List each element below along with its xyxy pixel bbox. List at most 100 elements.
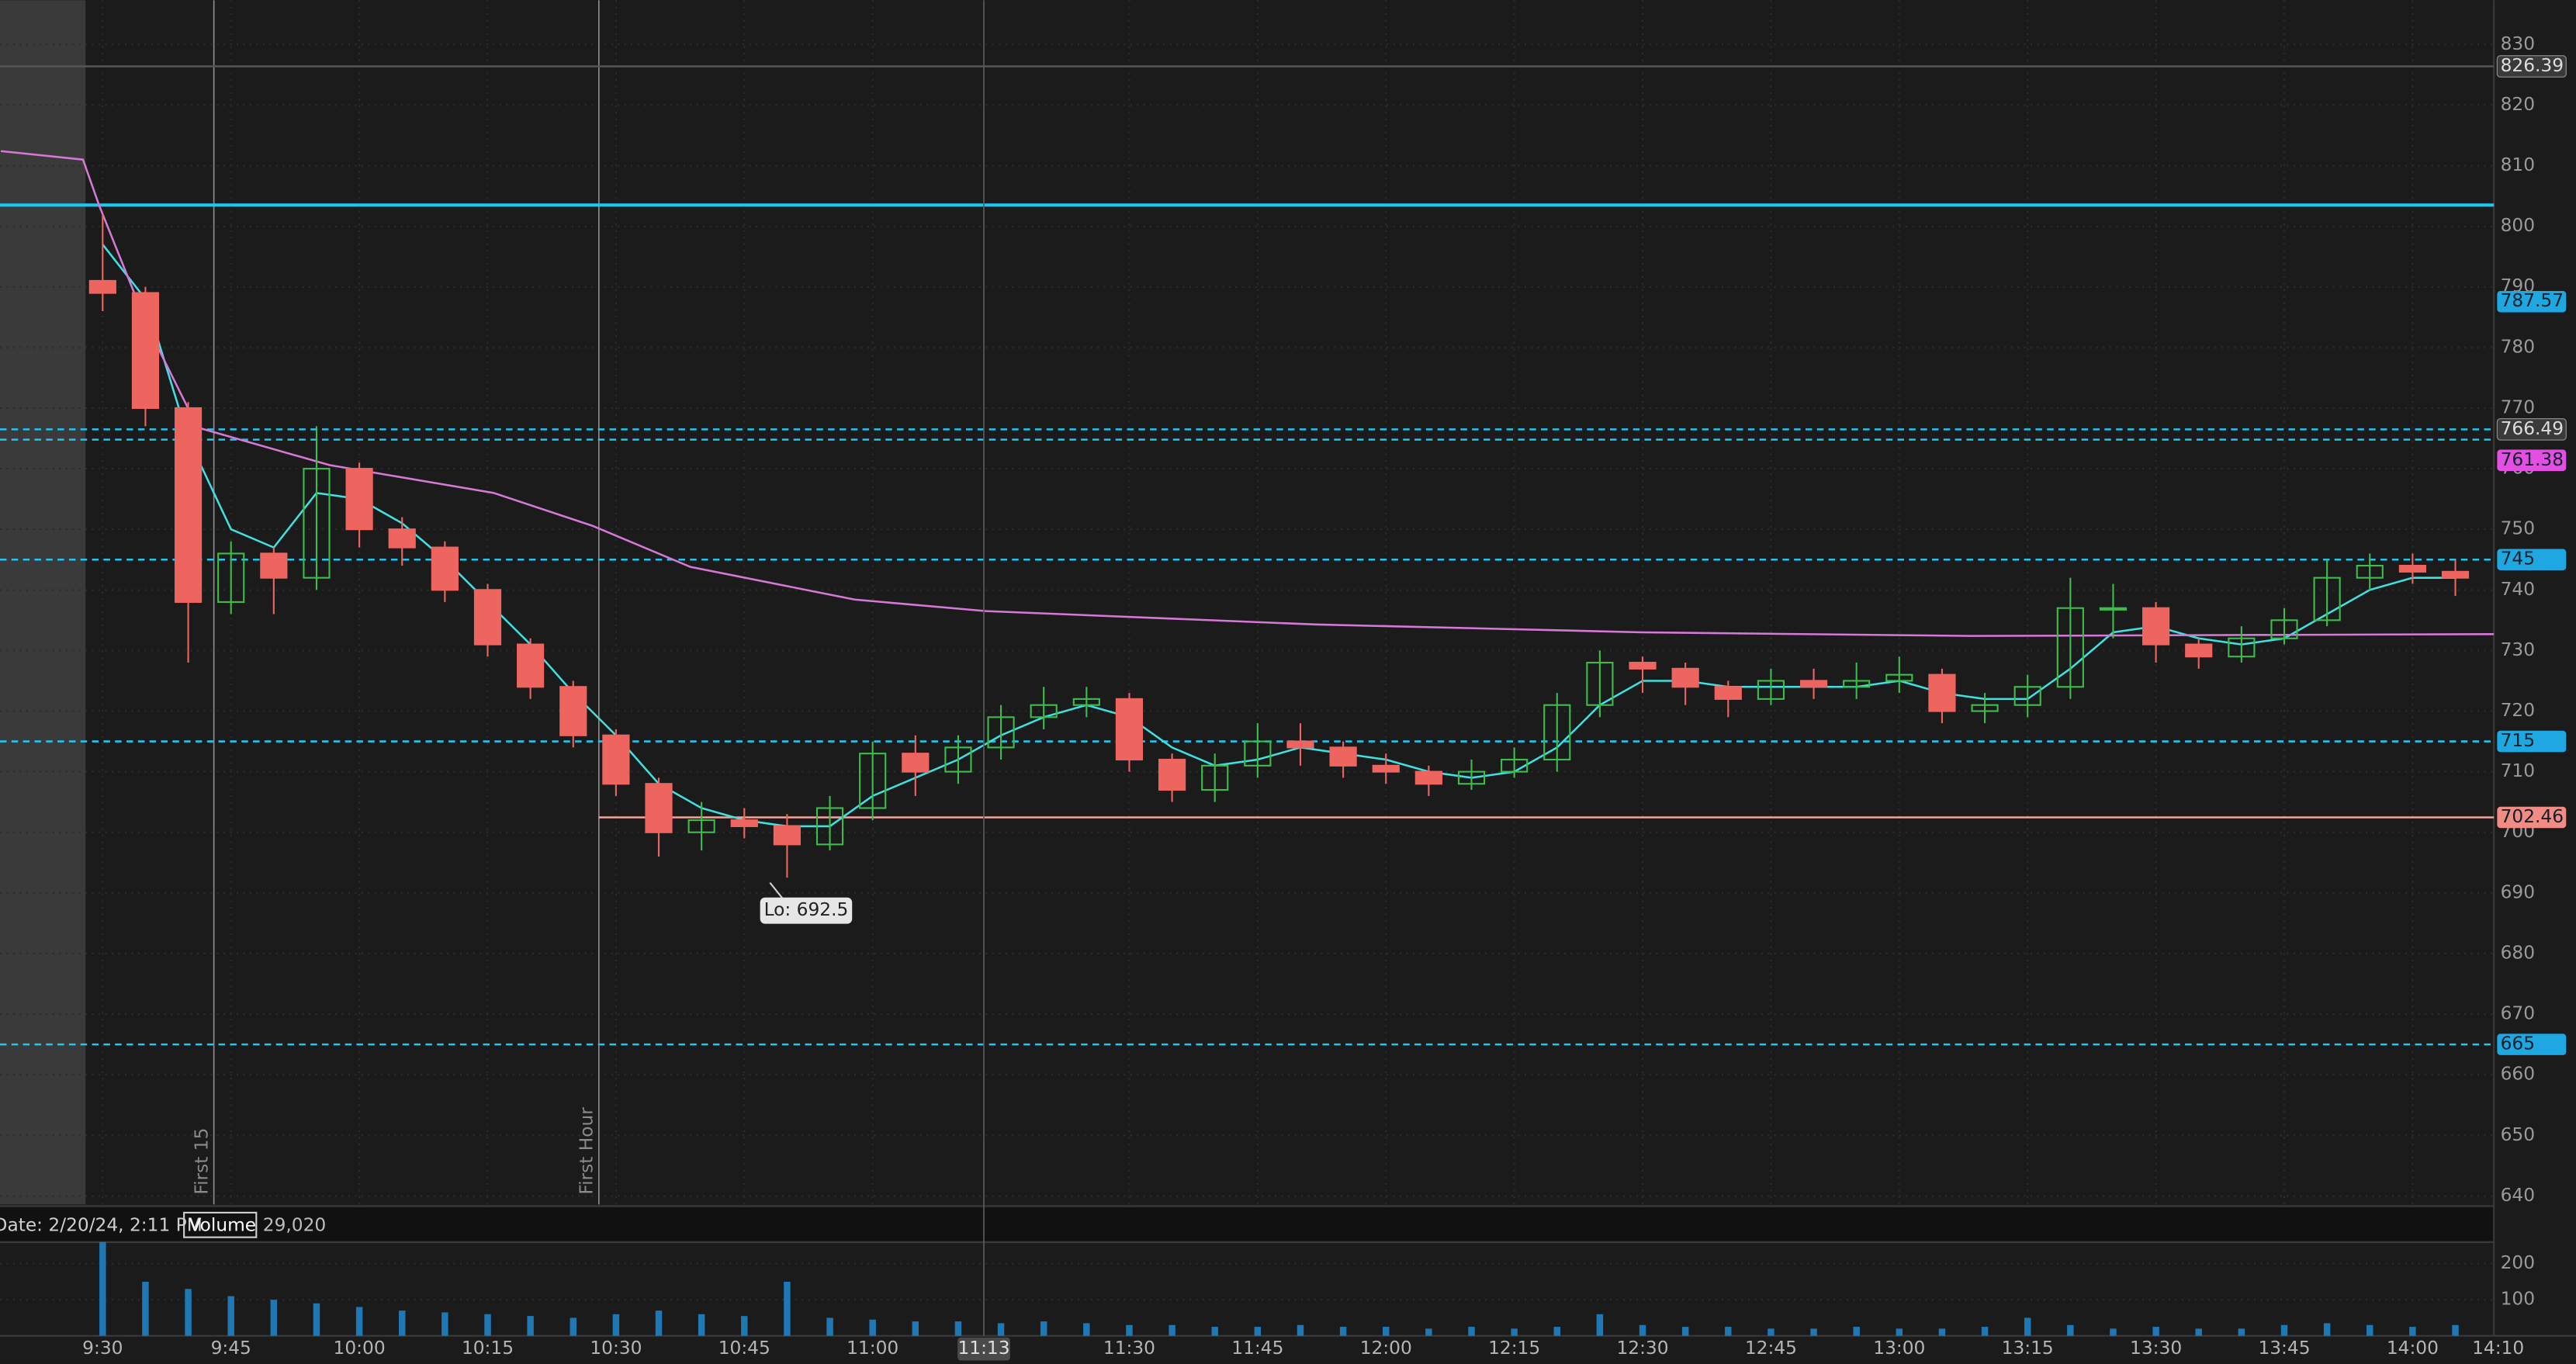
candle-body (2356, 564, 2384, 579)
volume-bar (2238, 1328, 2245, 1336)
volume-bar (698, 1314, 705, 1336)
volume-bar (741, 1316, 748, 1336)
y-tick-label: 100 (2501, 1289, 2535, 1310)
volume-bar (2110, 1328, 2117, 1336)
volume-bar (869, 1319, 876, 1336)
candle-body (1799, 680, 1828, 688)
candle-body (2013, 686, 2041, 706)
candle-body (217, 552, 245, 603)
price-tag (2497, 1033, 2567, 1055)
marker-label: First 15 (191, 1128, 212, 1195)
candle-body (687, 819, 715, 833)
price-tag-label: 826.39 (2501, 55, 2564, 76)
candle-body (859, 753, 887, 809)
x-tick-label: 14:10 (2472, 1338, 2524, 1359)
volume-bar (784, 1281, 791, 1336)
volume-bar (570, 1317, 576, 1336)
volume-bar (2195, 1328, 2202, 1336)
price-tag (2496, 55, 2567, 78)
candle-body (602, 734, 630, 785)
cursor-label: 11:13 (957, 1338, 1009, 1359)
volume-bar (1211, 1327, 1218, 1336)
candle-body (815, 807, 844, 846)
y-tick-label: 780 (2501, 336, 2535, 357)
volume-bar (1981, 1327, 1989, 1336)
volume-bar (1768, 1328, 1774, 1336)
y-tick-label: 830 (2501, 33, 2535, 54)
volume-bar (1810, 1328, 1817, 1336)
volume-bar (1339, 1327, 1347, 1336)
candle-body (902, 753, 930, 773)
volume-bar (1297, 1324, 1304, 1336)
y-tick-label: 720 (2501, 700, 2535, 721)
x-tick-label: 12:30 (1616, 1338, 1668, 1359)
price-panel: First 15 First Hour Lo: 692.5 (0, 0, 2495, 1205)
candle-body (1244, 740, 1272, 767)
candle-body (1843, 680, 1871, 688)
candle-body (2056, 607, 2084, 688)
candle-body (174, 407, 203, 603)
candle-body (1158, 758, 1186, 791)
volume-box (183, 1211, 258, 1238)
candle-body (987, 716, 1015, 749)
candle-body (559, 686, 587, 736)
annotation-box (760, 897, 853, 924)
volume-bar (2367, 1324, 2373, 1336)
volume-bar (1596, 1314, 1604, 1336)
candle-body (944, 746, 972, 773)
volume-bar (99, 1241, 106, 1336)
date-label: Date: 2/20/24, 2:11 PM (0, 1214, 203, 1235)
candle-body (1501, 758, 1529, 773)
x-tick-label: 9:30 (82, 1338, 123, 1359)
candle-body (1286, 740, 1314, 749)
volume-bar (1425, 1328, 1432, 1336)
x-tick-label: 11:45 (1231, 1338, 1283, 1359)
price-tag-label: 715 (2501, 730, 2535, 751)
price-tag-label: 665 (2501, 1033, 2535, 1054)
volume-bar (655, 1310, 663, 1336)
volume-bar (2152, 1327, 2159, 1336)
volume-bar (441, 1312, 448, 1336)
price-tag-label: 766.49 (2501, 418, 2564, 439)
volume-bar (1169, 1324, 1175, 1336)
volume-bar (1725, 1327, 1732, 1336)
volume-bar (527, 1316, 534, 1336)
price-tag (2497, 730, 2567, 753)
candle-body (131, 292, 160, 410)
volume-bar (2024, 1317, 2031, 1336)
volume-bar (1853, 1327, 1860, 1336)
candle-body (517, 643, 545, 688)
candle-body (2441, 570, 2470, 579)
candle-body (773, 825, 802, 846)
candle-body (1971, 704, 1999, 712)
volume-bar (826, 1317, 833, 1336)
candle-body (2270, 619, 2298, 639)
y-tick-label: 800 (2501, 215, 2535, 236)
y-tick-label: 820 (2501, 94, 2535, 115)
x-tick-label: 14:00 (2387, 1338, 2439, 1359)
candle-body (1714, 686, 1742, 700)
candle-body (1629, 661, 1657, 670)
volume-bar (2452, 1324, 2459, 1336)
x-tick-label: 10:00 (334, 1338, 386, 1359)
volume-bar (997, 1323, 1005, 1336)
x-tick-label: 13:45 (2258, 1338, 2310, 1359)
y-tick-label: 200 (2501, 1252, 2535, 1273)
candle-body (473, 589, 502, 646)
price-tag-label: 702.46 (2501, 806, 2564, 827)
candle-body (730, 819, 758, 827)
candle-body (1115, 698, 1144, 761)
x-tick-label: 13:00 (1873, 1338, 1925, 1359)
volume-bar (398, 1310, 406, 1336)
candle-body (1072, 698, 1100, 706)
price-tag (2497, 449, 2567, 472)
candle-body (88, 279, 116, 294)
x-tick-label: 13:30 (2130, 1338, 2182, 1359)
volume-bar (912, 1321, 919, 1336)
cursor-label-bg (957, 1337, 1010, 1361)
candle-body (1928, 673, 1956, 712)
volume-bar (484, 1314, 491, 1336)
volume-bar (2409, 1327, 2416, 1336)
price-tag-label: 761.38 (2501, 449, 2564, 470)
